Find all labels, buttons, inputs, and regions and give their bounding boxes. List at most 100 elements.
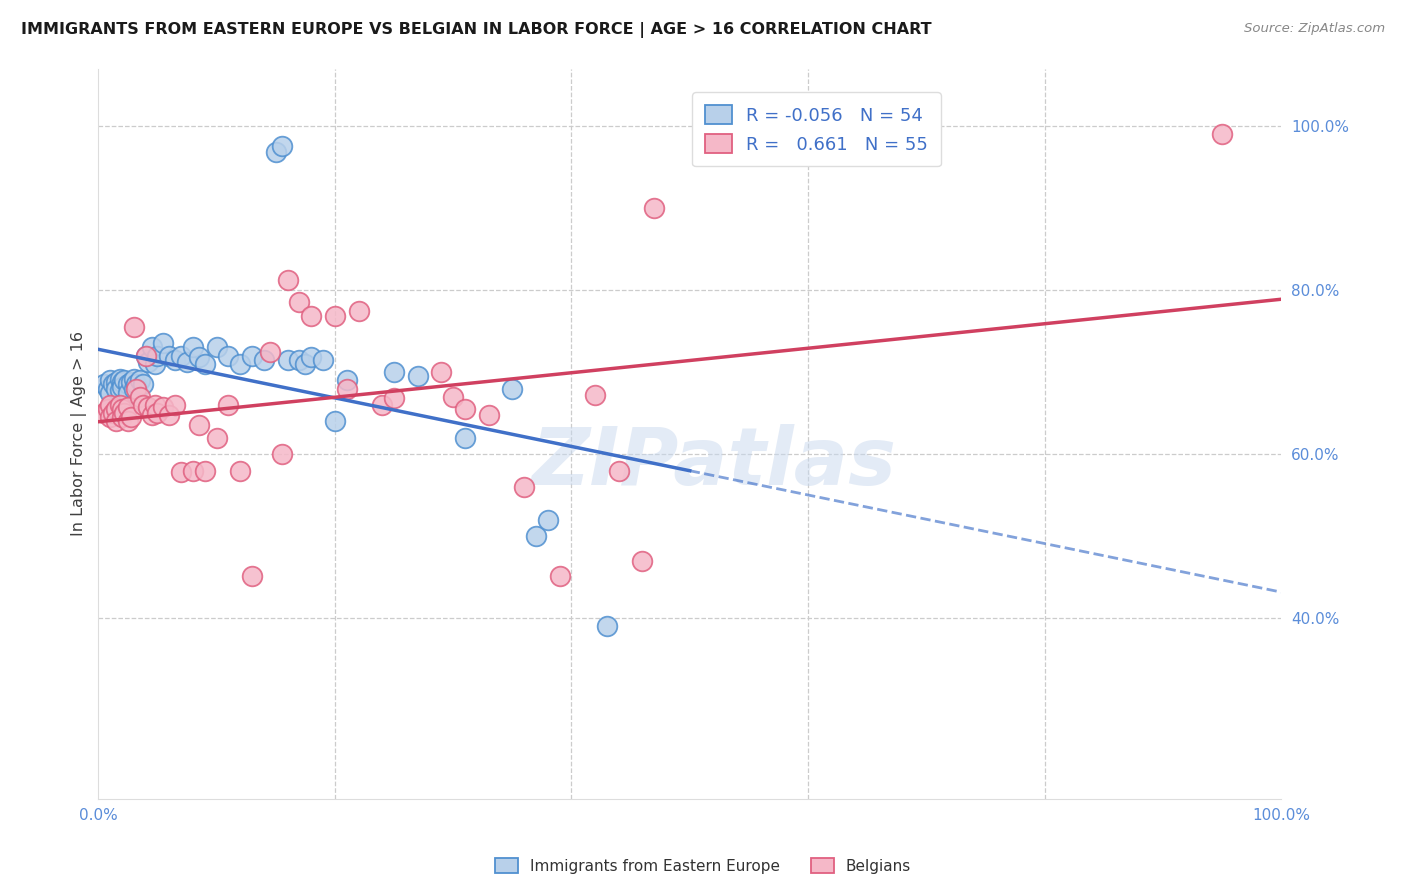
Point: [117, 377, 139, 392]
Point: [288, 352, 311, 367]
Point: [105, 402, 128, 417]
Point: [111, 380, 134, 394]
Point: [299, 351, 322, 365]
Point: [187, 351, 209, 365]
Point: [121, 375, 143, 389]
Point: [136, 355, 159, 369]
Point: [596, 619, 619, 633]
Point: [98, 410, 121, 425]
Point: [229, 464, 252, 478]
Point: [108, 398, 131, 412]
Point: [205, 431, 228, 445]
Point: [454, 402, 477, 417]
Point: [112, 406, 135, 420]
Point: [288, 295, 311, 310]
Point: [187, 418, 209, 433]
Point: [607, 464, 630, 478]
Point: [312, 352, 335, 367]
Point: [524, 529, 547, 543]
Point: [105, 375, 128, 389]
Point: [294, 357, 316, 371]
Point: [181, 341, 204, 355]
Point: [323, 310, 346, 324]
Point: [253, 352, 276, 367]
Point: [1211, 127, 1233, 141]
Point: [105, 382, 128, 396]
Point: [108, 383, 131, 397]
Point: [143, 398, 166, 412]
Point: [122, 372, 145, 386]
Point: [128, 373, 150, 387]
Point: [277, 352, 299, 367]
Point: [136, 400, 159, 414]
Point: [165, 398, 187, 412]
Point: [336, 382, 359, 396]
Point: [152, 336, 174, 351]
Point: [548, 568, 571, 582]
Point: [406, 369, 429, 384]
Point: [157, 408, 180, 422]
Point: [371, 398, 394, 412]
Point: [501, 382, 523, 396]
Point: [135, 349, 157, 363]
Point: [141, 408, 163, 422]
Point: [264, 145, 287, 160]
Text: Source: ZipAtlas.com: Source: ZipAtlas.com: [1244, 22, 1385, 36]
Point: [101, 377, 124, 392]
Point: [170, 465, 193, 479]
Point: [205, 341, 228, 355]
Point: [181, 464, 204, 478]
Point: [157, 349, 180, 363]
Point: [259, 344, 281, 359]
Point: [101, 406, 124, 420]
Point: [643, 201, 665, 215]
Point: [631, 554, 654, 568]
Point: [128, 390, 150, 404]
Point: [229, 357, 252, 371]
Point: [513, 480, 536, 494]
Point: [165, 352, 187, 367]
Point: [121, 410, 143, 425]
Point: [122, 320, 145, 334]
Legend: R = -0.056   N = 54, R =   0.661   N = 55: R = -0.056 N = 54, R = 0.661 N = 55: [692, 92, 941, 166]
Point: [382, 365, 405, 379]
Point: [132, 377, 155, 392]
Point: [125, 382, 148, 396]
Point: [583, 388, 606, 402]
Text: IMMIGRANTS FROM EASTERN EUROPE VS BELGIAN IN LABOR FORCE | AGE > 16 CORRELATION : IMMIGRANTS FROM EASTERN EUROPE VS BELGIA…: [21, 22, 932, 38]
Point: [270, 139, 292, 153]
Point: [240, 349, 263, 363]
Point: [146, 349, 169, 363]
Point: [537, 513, 560, 527]
Point: [93, 406, 115, 420]
Point: [382, 392, 405, 406]
Point: [441, 390, 464, 404]
Point: [111, 375, 134, 389]
Point: [117, 400, 139, 414]
Point: [105, 414, 128, 428]
Y-axis label: In Labor Force | Age > 16: In Labor Force | Age > 16: [72, 331, 87, 536]
Point: [194, 464, 217, 478]
Point: [152, 400, 174, 414]
Legend: Immigrants from Eastern Europe, Belgians: Immigrants from Eastern Europe, Belgians: [489, 852, 917, 880]
Point: [299, 310, 322, 324]
Point: [176, 355, 198, 369]
Point: [98, 373, 121, 387]
Point: [132, 398, 155, 412]
Point: [323, 414, 346, 428]
Point: [430, 365, 453, 379]
Point: [194, 357, 217, 371]
Point: [170, 349, 193, 363]
Point: [112, 373, 135, 387]
Point: [454, 431, 477, 445]
Point: [125, 377, 148, 392]
Point: [135, 349, 157, 363]
Point: [93, 377, 115, 392]
Point: [146, 406, 169, 420]
Point: [111, 410, 134, 425]
Point: [336, 373, 359, 387]
Point: [97, 382, 120, 396]
Point: [141, 341, 163, 355]
Point: [111, 402, 134, 417]
Point: [117, 385, 139, 400]
